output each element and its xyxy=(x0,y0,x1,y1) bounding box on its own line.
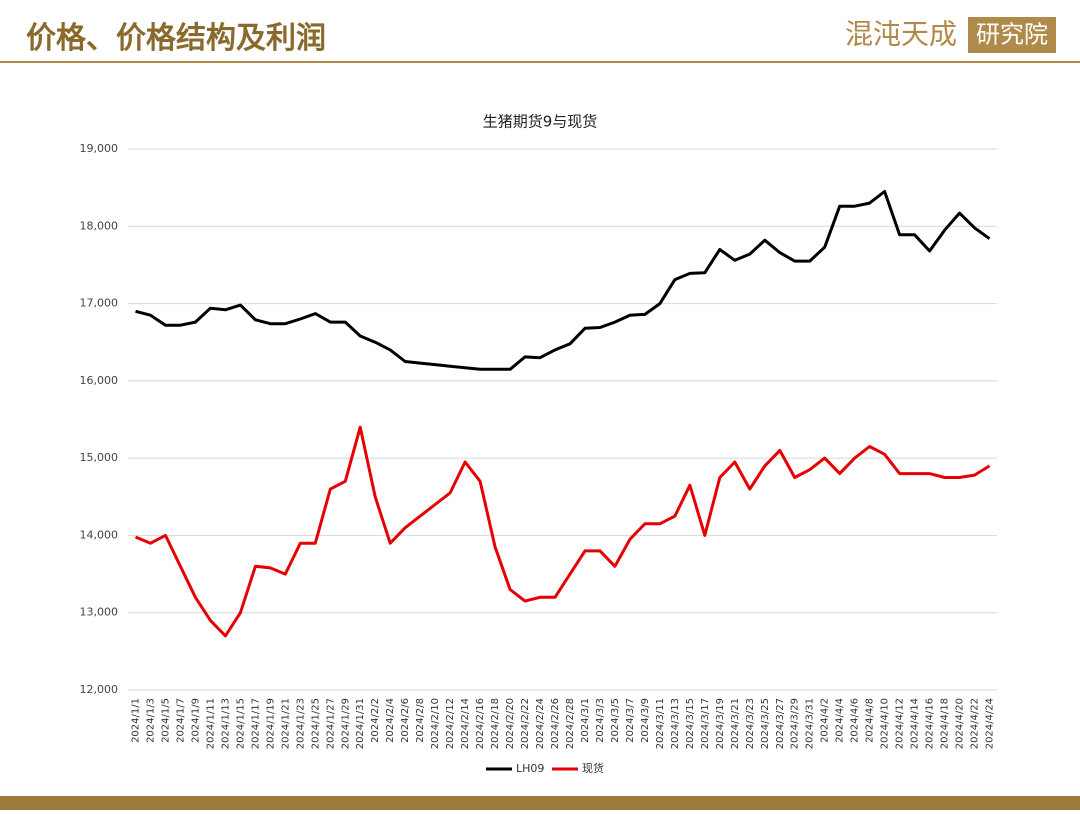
x-tick-label: 2024/1/13 xyxy=(220,698,231,749)
x-tick-label: 2024/3/9 xyxy=(640,698,651,743)
x-tick-label: 2024/4/8 xyxy=(865,698,876,743)
logo-text: 混沌天成 xyxy=(845,18,957,51)
x-tick-label: 2024/3/25 xyxy=(760,698,771,749)
slide-title: 价格、价格结构及利润 xyxy=(26,21,326,56)
x-tick-label: 2024/4/18 xyxy=(940,698,951,749)
x-tick-label: 2024/1/23 xyxy=(295,698,306,749)
x-tick-label: 2024/2/14 xyxy=(460,698,471,749)
x-tick-label: 2024/1/27 xyxy=(325,698,336,749)
x-tick-label: 2024/2/24 xyxy=(535,698,546,749)
x-tick-label: 2024/2/20 xyxy=(505,698,516,749)
x-tick-label: 2024/4/20 xyxy=(955,698,966,749)
chart-title: 生猪期货9与现货 xyxy=(483,113,598,131)
x-tick-label: 2024/4/6 xyxy=(850,698,861,743)
x-tick-label: 2024/4/2 xyxy=(820,698,831,743)
x-tick-label: 2024/3/29 xyxy=(790,698,801,749)
x-tick-label: 2024/4/22 xyxy=(970,698,981,749)
x-tick-label: 2024/2/18 xyxy=(490,698,501,749)
logo-box xyxy=(968,17,1056,53)
x-tick-label: 2024/4/24 xyxy=(985,698,996,749)
x-tick-label: 2024/1/3 xyxy=(145,698,156,743)
x-tick-label: 2024/1/7 xyxy=(175,698,186,743)
legend-label: 现货 xyxy=(582,761,604,775)
x-tick-label: 2024/2/10 xyxy=(430,698,441,749)
x-tick-label: 2024/4/4 xyxy=(835,698,846,743)
x-tick-label: 2024/2/4 xyxy=(385,698,396,743)
y-tick-label: 16,000 xyxy=(80,374,119,387)
x-tick-label: 2024/3/15 xyxy=(685,698,696,749)
y-tick-label: 15,000 xyxy=(80,451,119,464)
x-tick-label: 2024/3/17 xyxy=(700,698,711,749)
x-tick-label: 2024/2/26 xyxy=(550,698,561,749)
x-tick-label: 2024/1/29 xyxy=(340,698,351,749)
x-tick-label: 2024/3/27 xyxy=(775,698,786,749)
x-tick-label: 2024/3/1 xyxy=(580,698,591,743)
x-tick-label: 2024/3/21 xyxy=(730,698,741,749)
x-tick-label: 2024/4/10 xyxy=(880,698,891,749)
x-tick-label: 2024/1/11 xyxy=(205,698,216,749)
x-tick-label: 2024/3/5 xyxy=(610,698,621,743)
x-tick-label: 2024/1/9 xyxy=(190,698,201,743)
x-tick-label: 2024/3/23 xyxy=(745,698,756,749)
y-tick-label: 12,000 xyxy=(80,683,119,696)
x-tick-label: 2024/4/12 xyxy=(895,698,906,749)
x-tick-label: 2024/3/7 xyxy=(625,698,636,743)
y-tick-label: 17,000 xyxy=(80,297,119,310)
x-tick-label: 2024/2/28 xyxy=(565,698,576,749)
series-line xyxy=(135,190,991,371)
x-tick-label: 2024/4/14 xyxy=(910,698,921,749)
x-tick-label: 2024/1/31 xyxy=(355,698,366,749)
x-tick-label: 2024/1/17 xyxy=(250,698,261,749)
legend-label: LH09 xyxy=(516,762,544,775)
x-tick-label: 2024/1/21 xyxy=(280,698,291,749)
logo-text: 研究院 xyxy=(976,21,1048,49)
y-tick-label: 14,000 xyxy=(80,528,119,541)
x-tick-label: 2024/1/15 xyxy=(235,698,246,749)
x-tick-label: 2024/1/19 xyxy=(265,698,276,749)
x-tick-label: 2024/1/5 xyxy=(160,698,171,743)
x-tick-label: 2024/4/16 xyxy=(925,698,936,749)
y-tick-label: 13,000 xyxy=(80,606,119,619)
y-tick-label: 19,000 xyxy=(80,142,119,155)
x-tick-label: 2024/2/16 xyxy=(475,698,486,749)
x-tick-label: 2024/2/8 xyxy=(415,698,426,743)
x-tick-label: 2024/2/2 xyxy=(370,698,381,743)
y-tick-label: 18,000 xyxy=(80,219,119,232)
x-tick-label: 2024/2/12 xyxy=(445,698,456,749)
x-tick-label: 2024/3/11 xyxy=(655,698,666,749)
x-tick-label: 2024/1/1 xyxy=(130,698,141,743)
x-tick-label: 2024/2/22 xyxy=(520,698,531,749)
x-tick-label: 2024/1/25 xyxy=(310,698,321,749)
x-tick-label: 2024/3/31 xyxy=(805,698,816,749)
x-tick-label: 2024/2/6 xyxy=(400,698,411,743)
footer-band xyxy=(0,796,1080,810)
x-tick-label: 2024/3/13 xyxy=(670,698,681,749)
x-tick-label: 2024/3/3 xyxy=(595,698,606,743)
x-tick-label: 2024/3/19 xyxy=(715,698,726,749)
series-line xyxy=(134,425,991,638)
